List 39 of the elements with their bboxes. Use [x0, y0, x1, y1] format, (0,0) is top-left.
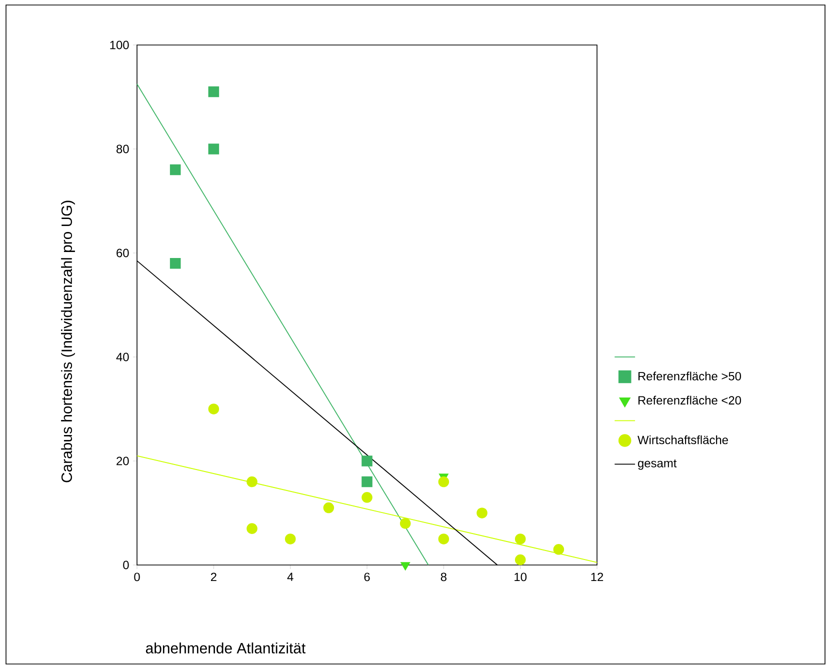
x-tick-label: 6 — [364, 572, 370, 582]
point — [208, 144, 220, 154]
x-axis-title: abnehmende Atlantizität — [146, 642, 306, 654]
point — [323, 502, 334, 514]
point — [170, 164, 181, 176]
x-tick-label: 2 — [210, 572, 216, 582]
point — [246, 523, 258, 534]
point — [362, 476, 372, 488]
x-tick-label: 8 — [440, 572, 446, 582]
point — [476, 508, 488, 518]
point — [246, 476, 258, 488]
point — [362, 492, 372, 503]
point — [208, 86, 220, 98]
y-axis-title: Carabus hortensis (Individuenzahl pro UG) — [61, 200, 75, 482]
point — [284, 534, 296, 544]
y-tick-label: 40 — [116, 352, 129, 362]
point — [208, 404, 220, 414]
legend-label: Referenzfläche >50 — [638, 372, 742, 380]
x-tick-label: 10 — [514, 572, 527, 582]
y-tick-label: 20 — [116, 456, 129, 466]
x-tick-label: 12 — [591, 572, 604, 582]
point — [514, 534, 526, 544]
y-tick-label: 60 — [116, 248, 129, 258]
legend-label: Referenzfläche <20 — [638, 396, 742, 405]
legend-label: gesamt — [638, 460, 677, 470]
y-tick-label: 100 — [110, 40, 129, 50]
point — [438, 476, 450, 488]
x-tick-label: 0 — [134, 572, 140, 582]
point — [514, 554, 526, 566]
point — [170, 258, 181, 269]
y-tick-label: 80 — [116, 144, 129, 154]
y-tick-label: 0 — [123, 560, 129, 570]
x-tick-label: 4 — [287, 572, 294, 581]
point — [362, 456, 372, 466]
point — [400, 562, 410, 570]
point — [400, 518, 411, 529]
legend-label: Wirtschaftsfläche — [638, 435, 728, 444]
point — [438, 534, 450, 544]
point — [553, 544, 564, 555]
